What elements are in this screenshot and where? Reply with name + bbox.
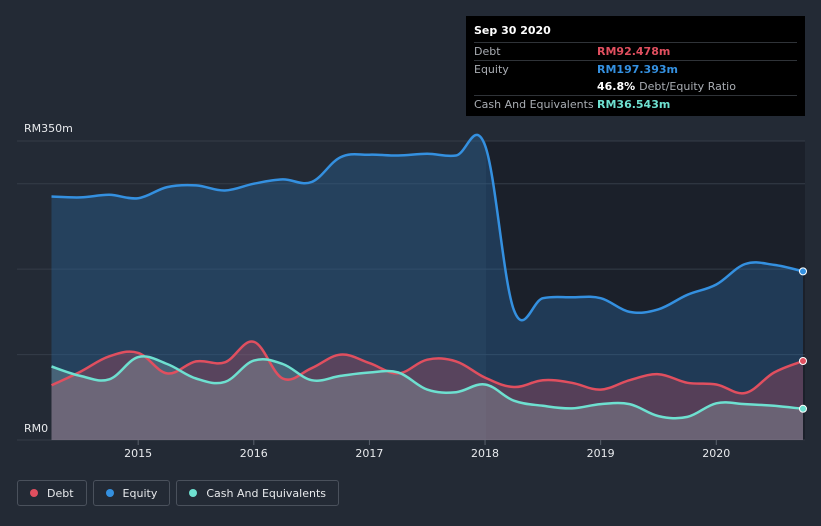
tooltip-ratio-value: 46.8% (597, 80, 636, 93)
debt-line (50, 340, 804, 395)
legend-cash-label: Cash And Equivalents (206, 486, 326, 500)
x-tick-label-2017: 2017 (355, 447, 383, 460)
x-tick-label-2016: 2016 (240, 447, 268, 460)
tooltip-equity-row: Equity RM197.393m (474, 60, 797, 78)
x-tick-label-2020: 2020 (702, 447, 730, 460)
grid-lines (17, 140, 805, 441)
equity-end-marker (799, 267, 807, 276)
legend-item-cash[interactable]: Cash And Equivalents (176, 480, 339, 506)
y-axis-max-label: RM350m (24, 122, 73, 135)
x-tick-label-2019: 2019 (587, 447, 615, 460)
series-lines (50, 133, 804, 420)
chart-legend: Debt Equity Cash And Equivalents (17, 480, 339, 506)
equity-dot-icon (105, 489, 114, 497)
tooltip-ratio-label: Debt/Equity Ratio (639, 80, 736, 93)
legend-item-equity[interactable]: Equity (92, 480, 171, 506)
equity-line (51, 133, 804, 322)
legend-debt-label: Debt (47, 486, 74, 500)
tooltip-equity-label: Equity (474, 63, 509, 76)
tooltip-equity-value: RM197.393m (597, 63, 678, 76)
cash-area (51, 356, 803, 440)
data-tooltip: Sep 30 2020 Debt RM92.478m Equity RM197.… (466, 16, 805, 116)
tooltip-ratio-row: 46.8% Debt/Equity Ratio (474, 78, 797, 95)
x-tick-label-2015: 2015 (124, 447, 152, 460)
cash-line (51, 355, 804, 420)
tooltip-date: Sep 30 2020 (474, 24, 551, 37)
tooltip-cash-label: Cash And Equivalents (474, 98, 594, 111)
tooltip-cash-row: Cash And Equivalents RM36.543m (474, 95, 797, 113)
x-axis-ticks: 2015 2016 2017 2018 2019 2020 (124, 440, 730, 460)
tooltip-cash-value: RM36.543m (597, 98, 671, 111)
debt-dot-icon (30, 489, 38, 497)
cash-end-marker (799, 404, 807, 413)
series-areas (51, 134, 803, 440)
legend-item-debt[interactable]: Debt (17, 480, 87, 506)
x-tick-label-2018: 2018 (471, 447, 499, 460)
tooltip-debt-row: Debt RM92.478m (474, 42, 797, 60)
series-end-markers (799, 267, 807, 413)
debt-end-marker (799, 356, 807, 365)
cash-dot-icon (189, 489, 198, 497)
tooltip-debt-value: RM92.478m (597, 45, 671, 58)
tooltip-debt-label: Debt (474, 45, 501, 58)
y-axis-min-label: RM0 (24, 422, 48, 435)
equity-area (51, 134, 803, 440)
legend-equity-label: Equity (122, 486, 158, 500)
